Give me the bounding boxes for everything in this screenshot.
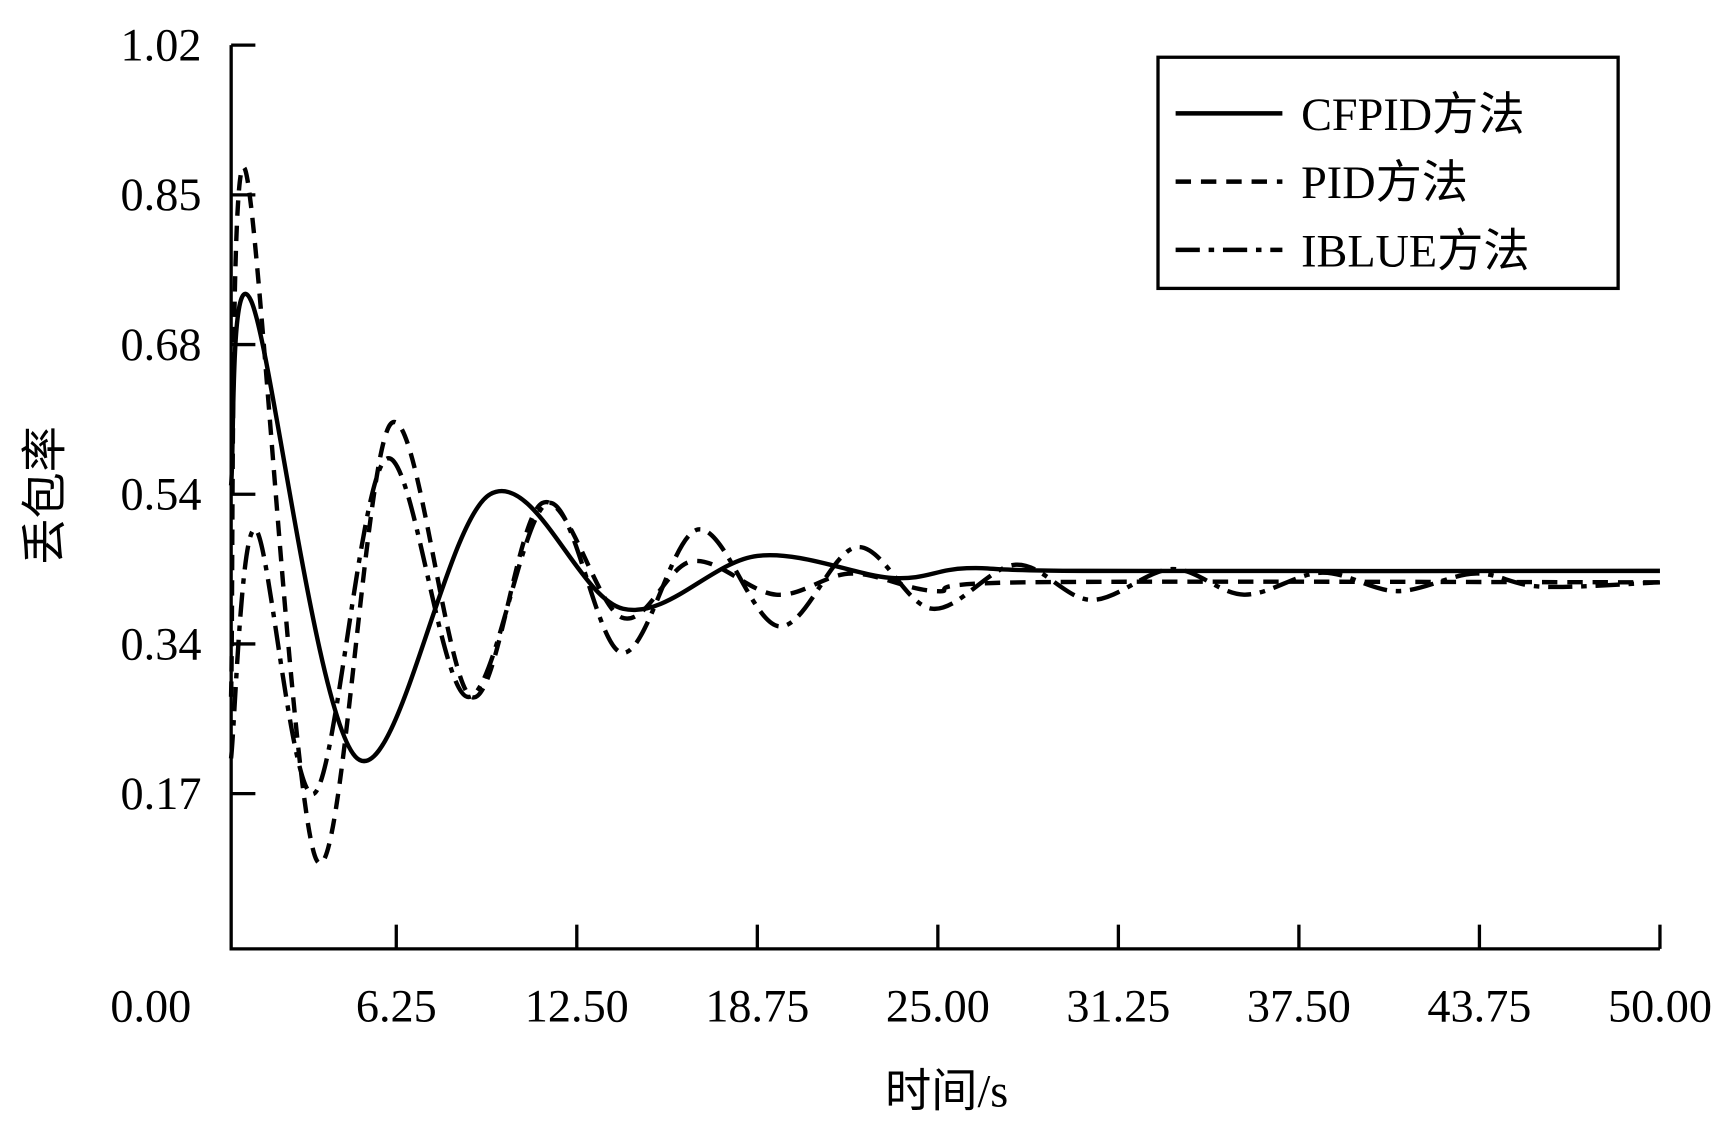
y-tick-label: 1.02 [121, 20, 202, 71]
plot-area [228, 165, 1661, 866]
x-tick-label: 6.25 [356, 981, 437, 1032]
y-tick-label: 0.68 [121, 319, 202, 370]
legend-label: CFPID方法 [1301, 89, 1524, 140]
x-tick-label: 50.00 [1608, 981, 1712, 1032]
x-tick-label: 18.75 [705, 981, 809, 1032]
y-tick-label: 0.54 [121, 469, 202, 520]
legend-label: IBLUE方法 [1301, 225, 1530, 276]
x-tick-label: 43.75 [1427, 981, 1531, 1032]
x-axis-label: 时间/s [885, 1065, 1008, 1116]
axes: 1.02 0.85 0.68 0.54 0.34 0.17 0.00 6.25 12.50 18.… [110, 20, 1712, 1032]
x-tick-label: 37.50 [1247, 981, 1351, 1032]
y-axis-label: 丢包率 [20, 426, 71, 565]
x-tick-label: 12.50 [525, 981, 629, 1032]
y-tick-label: 0.34 [121, 618, 202, 669]
x-tick-label: 0.00 [110, 981, 191, 1032]
series-line-3 [228, 456, 1661, 796]
series-line-2 [228, 165, 1660, 866]
y-tick-label: 0.85 [121, 169, 202, 220]
series-line-1 [228, 291, 1660, 764]
y-tick-label: 0.17 [121, 768, 202, 819]
legend-label: PID方法 [1301, 157, 1468, 208]
x-tick-label: 31.25 [1066, 981, 1170, 1032]
x-tick-label: 25.00 [886, 981, 990, 1032]
legend: CFPID方法 PID方法 IBLUE方法 [1156, 55, 1620, 291]
